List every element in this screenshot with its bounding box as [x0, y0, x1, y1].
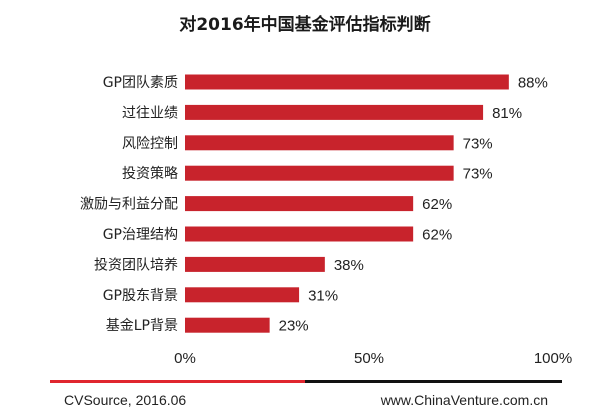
category-label-cat-3: 投资策略	[122, 165, 178, 182]
value-label-cat-8: 23%	[279, 318, 309, 335]
bar-cat-0	[185, 74, 509, 90]
category-label-cat-0: GP团队素质	[103, 75, 178, 91]
footer-divider-red	[50, 380, 305, 383]
value-label-cat-4: 62%	[422, 196, 452, 213]
category-label-cat-6: 投资团队培养	[94, 257, 178, 273]
bar-cat-1	[185, 104, 484, 120]
bar-cat-6	[185, 256, 325, 272]
category-label-cat-8: 基金LP背景	[106, 317, 178, 334]
bar-cat-3	[185, 165, 454, 181]
value-label-cat-1: 81%	[492, 105, 522, 122]
category-label-cat-7: GP股东背景	[103, 288, 178, 304]
website-link[interactable]: www.ChinaVenture.com.cn	[380, 392, 548, 408]
bar-cat-5	[185, 226, 414, 242]
bar-cat-4	[185, 196, 414, 212]
value-label-cat-7: 31%	[308, 287, 338, 304]
footer-divider-black	[305, 380, 562, 383]
value-label-cat-0: 88%	[518, 75, 548, 92]
category-label-cat-5: GP治理结构	[103, 227, 178, 243]
bar-cat-7	[185, 287, 300, 303]
x-tick-label-0: 0%	[174, 350, 196, 367]
value-label-cat-5: 62%	[422, 227, 452, 244]
chart-title: 对2016年中国基金评估指标判断	[179, 15, 431, 35]
category-label-cat-2: 风险控制	[122, 136, 178, 152]
value-label-cat-3: 73%	[463, 166, 493, 183]
x-tick-label-1: 50%	[354, 350, 384, 367]
value-label-cat-6: 38%	[334, 257, 364, 274]
bar-cat-8	[185, 317, 270, 333]
category-label-cat-4: 激励与利益分配	[80, 196, 178, 213]
bar-cat-2	[185, 135, 454, 151]
source-note: CVSource, 2016.06	[64, 392, 187, 408]
category-label-cat-1: 过往业绩	[122, 105, 178, 121]
x-tick-label-2: 100%	[534, 350, 572, 367]
value-label-cat-2: 73%	[463, 135, 493, 152]
